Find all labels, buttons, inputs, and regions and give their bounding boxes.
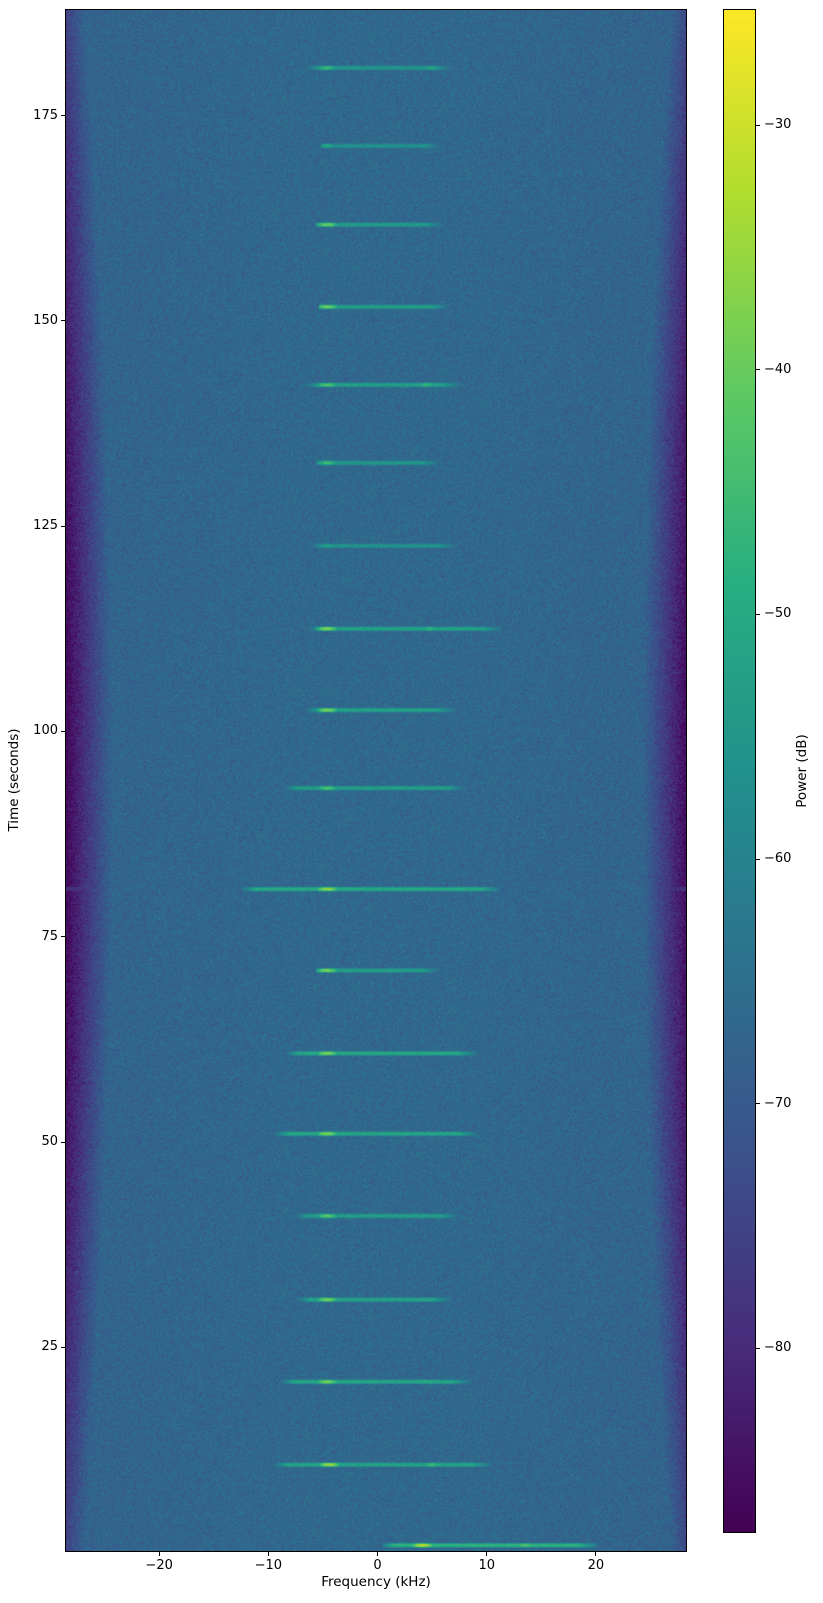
x-tick-label: −20	[145, 1558, 173, 1573]
colorbar-tick-label: −40	[764, 361, 792, 377]
colorbar-tick-label: −60	[764, 851, 792, 867]
y-tick-label: 75	[41, 928, 58, 944]
colorbar-tick-mark	[756, 1103, 760, 1105]
x-tick-mark	[377, 1552, 379, 1556]
colorbar-tick-label: −50	[764, 606, 792, 622]
y-tick-label: 175	[33, 107, 58, 123]
colorbar-tick-mark	[756, 858, 760, 860]
y-tick-mark	[61, 1141, 65, 1143]
y-axis-label: Time (seconds)	[6, 728, 22, 832]
x-tick-mark	[158, 1552, 160, 1556]
x-tick-label: 20	[587, 1558, 605, 1573]
x-tick-label: 10	[478, 1558, 495, 1573]
colorbar-label: Power (dB)	[794, 734, 810, 808]
y-tick-mark	[61, 525, 65, 527]
colorbar-gradient	[724, 10, 755, 1532]
colorbar-tick-label: −70	[764, 1095, 792, 1111]
y-tick-label: 100	[33, 723, 58, 739]
x-tick-label: −10	[254, 1558, 283, 1573]
colorbar-tick-label: −30	[764, 117, 792, 132]
y-tick-mark	[61, 320, 65, 322]
colorbar-tick-mark	[756, 124, 760, 126]
x-tick-label: 0	[373, 1558, 382, 1573]
colorbar-tick-mark	[756, 1347, 760, 1349]
y-tick-label: 50	[41, 1134, 58, 1150]
x-axis-label: Frequency (kHz)	[321, 1574, 431, 1590]
y-tick-mark	[61, 115, 65, 117]
colorbar-tick-label: −80	[764, 1340, 792, 1356]
colorbar-tick-mark	[756, 369, 760, 371]
y-tick-mark	[61, 936, 65, 938]
y-tick-mark	[61, 730, 65, 732]
x-tick-mark	[595, 1552, 597, 1556]
colorbar-tick-mark	[756, 613, 760, 615]
x-tick-mark	[486, 1552, 488, 1556]
y-tick-label: 125	[33, 518, 58, 534]
spectrogram-canvas	[66, 10, 686, 1551]
x-tick-mark	[267, 1552, 269, 1556]
y-tick-label: 25	[41, 1339, 58, 1355]
y-tick-label: 150	[33, 312, 58, 328]
y-tick-mark	[61, 1346, 65, 1348]
